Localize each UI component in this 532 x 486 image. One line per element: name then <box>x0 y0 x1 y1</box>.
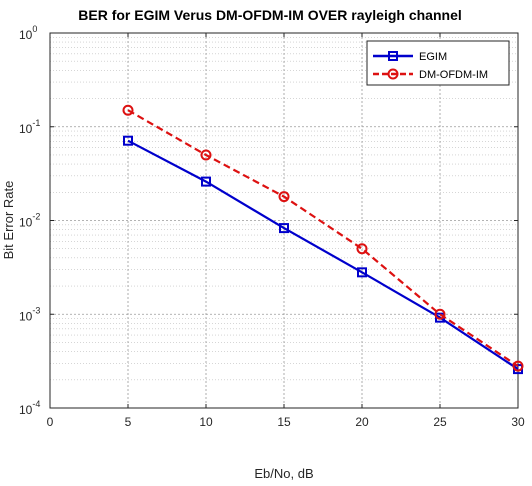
x-tick-label: 30 <box>511 415 525 429</box>
legend-marker-square <box>388 51 398 61</box>
x-tick-label: 20 <box>355 415 369 429</box>
data-point-circle <box>200 149 212 161</box>
y-tick-label: 10-2 <box>19 212 40 230</box>
y-axis-label: Bit Error Rate <box>1 181 16 260</box>
data-point-circle <box>122 104 134 116</box>
x-tick-label: 5 <box>125 415 132 429</box>
data-point-square <box>201 176 211 187</box>
y-tick-label: 10-1 <box>19 118 40 136</box>
series-line <box>127 109 519 368</box>
legend-label: DM-OFDM-IM <box>419 69 488 81</box>
data-point-circle <box>434 308 446 320</box>
x-axis-label: Eb/No, dB <box>254 466 313 481</box>
y-axis: 100 10-1 10-2 10-3 10-4 <box>19 24 518 417</box>
legend-label: EGIM <box>419 51 447 63</box>
data-point-circle <box>512 360 524 372</box>
data-point-square <box>123 135 133 146</box>
data-point-square <box>357 267 367 278</box>
y-tick-label: 10-3 <box>19 305 40 323</box>
data-point-square <box>279 223 289 234</box>
x-tick-label: 10 <box>199 415 213 429</box>
legend-marker-circle <box>387 68 399 80</box>
x-tick-label: 25 <box>433 415 447 429</box>
y-tick-label: 100 <box>19 24 37 42</box>
series <box>122 104 524 375</box>
grid <box>49 32 519 409</box>
data-point-circle <box>278 191 290 203</box>
x-axis: 0 5 10 15 20 25 30 <box>47 33 525 429</box>
data-point-circle <box>356 243 368 255</box>
x-tick-label: 0 <box>47 415 54 429</box>
chart-title: BER for EGIM Verus DM-OFDM-IM OVER rayle… <box>78 7 462 23</box>
series-line <box>127 139 519 371</box>
x-tick-label: 15 <box>277 415 291 429</box>
y-tick-label: 10-4 <box>19 399 40 417</box>
legend: EGIM DM-OFDM-IM <box>366 40 510 86</box>
